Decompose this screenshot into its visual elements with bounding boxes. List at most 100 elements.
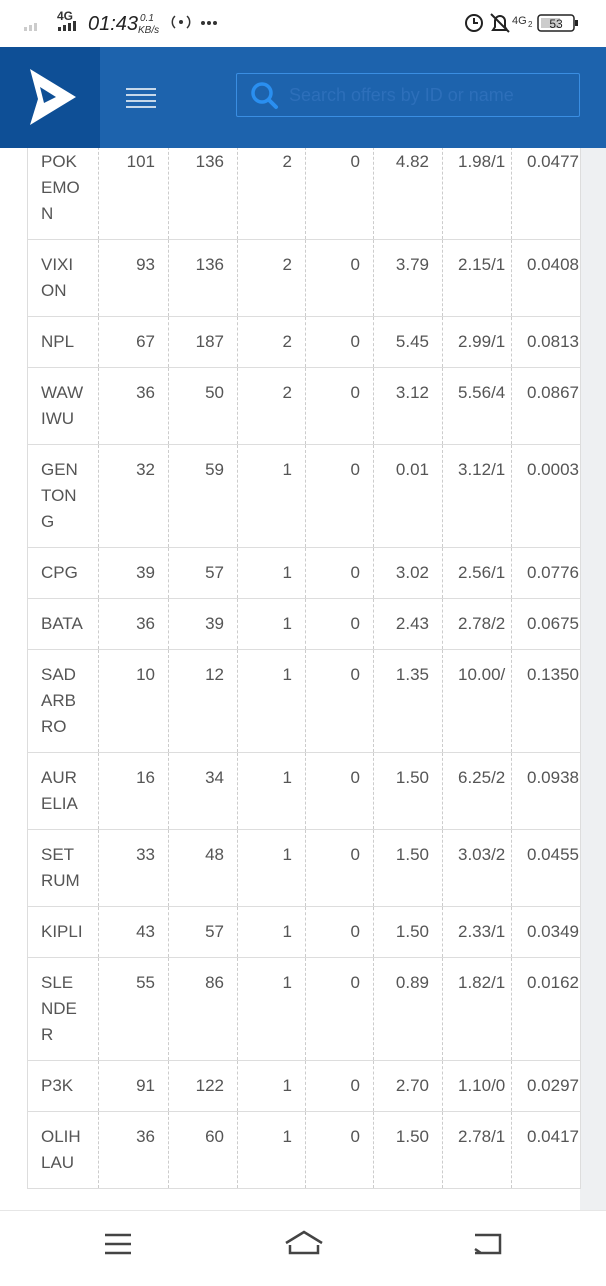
value-cell: 39: [168, 598, 238, 650]
value-cell: 0: [305, 752, 374, 830]
value-cell: 122: [168, 1060, 238, 1112]
name-cell: AURELIA: [27, 752, 99, 830]
value-cell: 1: [237, 1060, 306, 1112]
value-cell: 1.50: [373, 752, 443, 830]
value-cell: 93: [98, 239, 169, 317]
value-cell: 1: [237, 752, 306, 830]
table-container: POKEMON 101 136 2 0 4.82 1.98/1 0.0477 VIXION 93 1…: [0, 148, 606, 1210]
header: Search offers by ID or name: [0, 47, 606, 148]
value-cell: 0.0813: [511, 316, 581, 368]
value-cell: 101: [98, 148, 169, 240]
name-cell: WAWIWU: [27, 367, 99, 445]
value-cell: 0.1350: [511, 649, 581, 753]
value-cell: 1: [237, 444, 306, 548]
value-cell: 57: [168, 906, 238, 958]
table-row: KIPLI 43 57 1 0 1.50 2.33/1 0.0349: [27, 906, 581, 958]
value-cell: 2: [237, 148, 306, 240]
logo[interactable]: [0, 47, 100, 148]
value-cell: 1: [237, 649, 306, 753]
back-key[interactable]: [474, 1233, 502, 1255]
menu-button[interactable]: [126, 87, 156, 111]
value-cell: 0: [305, 1111, 374, 1189]
value-cell: 0.0867: [511, 367, 581, 445]
value-cell: 4.82: [373, 148, 443, 240]
value-cell: 1.10/0: [442, 1060, 512, 1112]
table-row: BATA 36 39 1 0 2.43 2.78/2 0.0675: [27, 598, 581, 650]
menu-key[interactable]: [105, 1233, 131, 1255]
value-cell: 36: [98, 598, 169, 650]
name-cell: SETRUM: [27, 829, 99, 907]
home-key[interactable]: [285, 1230, 323, 1255]
table-row: P3K 91 122 1 0 2.70 1.10/0 0.0297: [27, 1060, 581, 1112]
name-cell: SLENDER: [27, 957, 99, 1061]
search-box[interactable]: Search offers by ID or name: [236, 73, 580, 117]
name-cell: NPL: [27, 316, 99, 368]
value-cell: 2: [237, 239, 306, 317]
search-placeholder: Search offers by ID or name: [289, 85, 514, 105]
value-cell: 3.12: [373, 367, 443, 445]
value-cell: 2.33/1: [442, 906, 512, 958]
value-cell: 91: [98, 1060, 169, 1112]
name-cell: CPG: [27, 547, 99, 599]
value-cell: 5.45: [373, 316, 443, 368]
value-cell: 67: [98, 316, 169, 368]
value-cell: 59: [168, 444, 238, 548]
status-icons: 4G 01:43 0.1 KB/s 4G 2 53: [24, 9, 578, 36]
status-bar: 4G 01:43 0.1 KB/s 4G 2 53: [0, 0, 606, 47]
table-body: POKEMON 101 136 2 0 4.82 1.98/1 0.0477 VIXION 93 1…: [27, 148, 581, 1189]
value-cell: 0: [305, 1060, 374, 1112]
value-cell: 2.56/1: [442, 547, 512, 599]
value-cell: 12: [168, 649, 238, 753]
nav-bar: [0, 1210, 606, 1281]
value-cell: 3.02: [373, 547, 443, 599]
value-cell: 0: [305, 829, 374, 907]
value-cell: 136: [168, 148, 238, 240]
value-cell: 0.0297: [511, 1060, 581, 1112]
value-cell: 43: [98, 906, 169, 958]
value-cell: 57: [168, 547, 238, 599]
value-cell: 1.35: [373, 649, 443, 753]
value-cell: 2.70: [373, 1060, 443, 1112]
value-cell: 0.0776: [511, 547, 581, 599]
value-cell: 1: [237, 957, 306, 1061]
table-row: OLIHLAU 36 60 1 0 1.50 2.78/1 0.0417: [27, 1111, 581, 1189]
value-cell: 0.0417: [511, 1111, 581, 1189]
table-row: NPL 67 187 2 0 5.45 2.99/1 0.0813: [27, 316, 581, 368]
value-cell: 0.0003: [511, 444, 581, 548]
value-cell: 1: [237, 1111, 306, 1189]
network: 4G: [57, 9, 73, 23]
value-cell: 1.50: [373, 906, 443, 958]
value-cell: 0.0675: [511, 598, 581, 650]
value-cell: 55: [98, 957, 169, 1061]
value-cell: 1: [237, 598, 306, 650]
table-row: VIXION 93 136 2 0 3.79 2.15/1 0.0408: [27, 239, 581, 317]
value-cell: 36: [98, 1111, 169, 1189]
speed-unit: KB/s: [138, 25, 159, 36]
table-row: SETRUM 33 48 1 0 1.50 3.03/2 0.0455: [27, 829, 581, 907]
table-row: WAWIWU 36 50 2 0 3.12 5.56/4 0.0867: [27, 367, 581, 445]
shade: [580, 148, 606, 1210]
value-cell: 2.78/1: [442, 1111, 512, 1189]
value-cell: 33: [98, 829, 169, 907]
table-row: AURELIA 16 34 1 0 1.50 6.25/2 0.0938: [27, 752, 581, 830]
name-cell: VIXION: [27, 239, 99, 317]
value-cell: 3.79: [373, 239, 443, 317]
value-cell: 2.78/2: [442, 598, 512, 650]
value-cell: 2: [237, 367, 306, 445]
value-cell: 0: [305, 598, 374, 650]
value-cell: 34: [168, 752, 238, 830]
table-row: CPG 39 57 1 0 3.02 2.56/1 0.0776: [27, 547, 581, 599]
value-cell: 2.15/1: [442, 239, 512, 317]
name-cell: OLIHLAU: [27, 1111, 99, 1189]
value-cell: 0.0477: [511, 148, 581, 240]
table-row: SADARBRO 10 12 1 0 1.35 10.00/0.1350: [27, 649, 581, 753]
value-cell: 0.0938: [511, 752, 581, 830]
value-cell: 0: [305, 444, 374, 548]
value-cell: 3.12/1: [442, 444, 512, 548]
value-cell: 187: [168, 316, 238, 368]
table-row: GENTONG 32 59 1 0 0.01 3.12/1 0.0003: [27, 444, 581, 548]
value-cell: 0.01: [373, 444, 443, 548]
value-cell: 6.25/2: [442, 752, 512, 830]
value-cell: 2.43: [373, 598, 443, 650]
offers-table: POKEMON 101 136 2 0 4.82 1.98/1 0.0477 VIXION 93 1…: [27, 148, 581, 1189]
